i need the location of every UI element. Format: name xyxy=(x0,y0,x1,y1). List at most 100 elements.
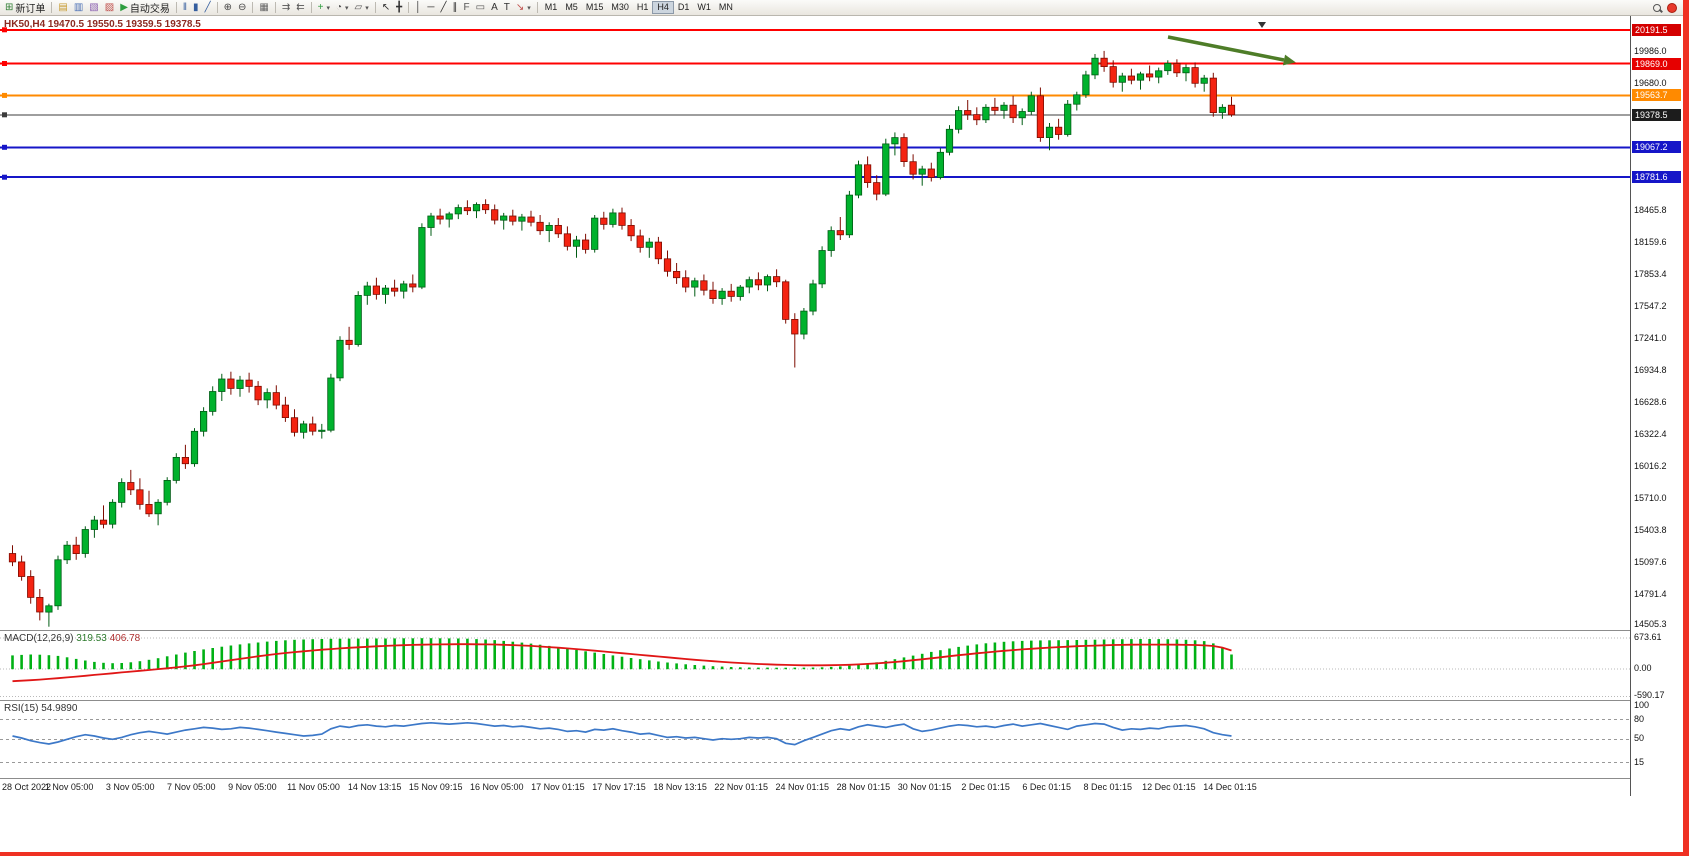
search-icon[interactable] xyxy=(1653,3,1661,12)
trendline-button[interactable]: ╱ xyxy=(440,1,447,13)
bottom-margin xyxy=(0,796,1689,852)
time-axis-label: 28 Nov 01:15 xyxy=(836,782,891,792)
price-axis-label: 15097.6 xyxy=(1634,557,1667,568)
price-axis-label: 19986.0 xyxy=(1634,46,1667,57)
periods-button[interactable]: ◔ ▾ xyxy=(335,1,349,13)
macd-panel[interactable]: MACD(12,26,9) 319.53 406.78 xyxy=(0,630,1630,700)
rsi-axis-label: 100 xyxy=(1634,700,1650,711)
macd-axis-label: 0.00 xyxy=(1634,663,1652,674)
toolbar-separator xyxy=(536,2,538,13)
time-axis-label: 2 Dec 01:15 xyxy=(961,782,1010,792)
toolbar-separator xyxy=(51,2,53,13)
time-axis-label: 14 Dec 01:15 xyxy=(1203,782,1257,792)
time-axis-label: 1 Nov 05:00 xyxy=(44,782,94,792)
time-axis-label: 14 Nov 13:15 xyxy=(347,782,402,792)
fibonacci-button[interactable]: F xyxy=(463,1,470,13)
time-axis-label: 17 Nov 01:15 xyxy=(531,782,585,792)
shapes-button[interactable]: ▭ xyxy=(475,1,486,13)
price-axis-label: 17853.4 xyxy=(1634,269,1667,280)
price-axis[interactable]: 20191.5 19986.0 19869.0 19680.0 19563.7 19378… xyxy=(1630,16,1683,796)
crosshair-button[interactable]: ╋ xyxy=(396,1,403,13)
toolbar-separator xyxy=(274,2,276,13)
price-line-badge: 19067.2 xyxy=(1632,141,1681,154)
time-axis-label: 6 Dec 01:15 xyxy=(1022,782,1071,792)
chart-shift-button[interactable]: ⇇ xyxy=(296,1,305,13)
time-axis-label: 8 Dec 01:15 xyxy=(1083,782,1133,792)
price-line-badge: 20191.5 xyxy=(1632,23,1681,36)
price-line-badge: 19869.0 xyxy=(1632,57,1681,70)
macd-name: MACD(12,26,9) xyxy=(4,633,74,644)
toolbar-separator xyxy=(374,2,376,13)
price-axis-label: 16016.2 xyxy=(1634,461,1667,472)
price-axis-label: 17241.0 xyxy=(1634,333,1667,344)
charts-column: HK50,H4 19470.5 19550.5 19359.5 19378.5 … xyxy=(0,16,1630,796)
time-axis-label: 7 Nov 05:00 xyxy=(167,782,216,792)
chart-ohlc-title: HK50,H4 19470.5 19550.5 19359.5 19378.5 xyxy=(4,19,201,30)
channel-button[interactable]: ∥ xyxy=(452,1,458,13)
rsi-chart[interactable] xyxy=(0,701,1630,779)
cursor-button[interactable]: ↖ xyxy=(381,1,391,13)
toolbar-separator xyxy=(175,2,177,13)
time-axis-label: 30 Nov 01:15 xyxy=(897,782,952,792)
timeframe-mn-button[interactable]: MN xyxy=(718,2,733,12)
timeframe-d1-button[interactable]: D1 xyxy=(677,2,690,12)
time-axis-label: 12 Dec 01:15 xyxy=(1142,782,1196,792)
vertical-line-button[interactable]: │ xyxy=(415,1,422,13)
new-order-button[interactable]: ⊞ 新订单 xyxy=(5,1,46,15)
time-axis-label: 3 Nov 05:00 xyxy=(105,782,155,792)
zoom-in-button[interactable]: ⊕ xyxy=(223,1,232,13)
navigator-button[interactable]: ▧ xyxy=(89,1,99,13)
price-axis-label: 15710.0 xyxy=(1634,493,1667,504)
rsi-axis-label: 50 xyxy=(1634,733,1645,744)
macd-chart[interactable] xyxy=(0,631,1630,701)
chart-workspace: HK50,H4 19470.5 19550.5 19359.5 19378.5 … xyxy=(0,16,1689,796)
timeframe-m15-button[interactable]: M15 xyxy=(585,2,604,12)
price-axis-label: 16628.6 xyxy=(1634,397,1667,408)
auto-trading-button[interactable]: ▶ 自动交易 xyxy=(120,1,170,15)
rsi-axis-label: 80 xyxy=(1634,713,1645,724)
data-window-button[interactable]: ▥ xyxy=(73,1,84,13)
macd-label: MACD(12,26,9) 319.53 406.78 xyxy=(4,633,140,644)
price-axis-label: 15403.8 xyxy=(1634,525,1667,536)
time-axis-label: 28 Oct 2022 xyxy=(2,782,52,792)
timeframe-m1-button[interactable]: M1 xyxy=(544,2,558,12)
time-axis-label: 18 Nov 13:15 xyxy=(653,782,707,792)
price-axis-label: 17547.2 xyxy=(1634,301,1667,312)
time-axis-label: 9 Nov 05:00 xyxy=(228,782,277,792)
horizontal-line-button[interactable]: ─ xyxy=(427,1,435,13)
arrows-button[interactable]: ↘ ▾ xyxy=(515,1,531,13)
timeframe-w1-button[interactable]: W1 xyxy=(697,2,711,12)
timeframe-h1-button[interactable]: H1 xyxy=(636,2,649,12)
toolbar: ⊞ 新订单 ▤ ▥ ▧ ▨ ▶ 自动交易 ‖ ▮ ╱ ⊕ ⊖ ▦ ⇉ ⇇ + ▾ ◔ ▾ ▱ ▾ ↖ ╋ │ ─ ╱ ∥ F ▭ A T ↘ ▾ M… xyxy=(0,0,1689,16)
price-axis-label: 18465.8 xyxy=(1634,205,1667,216)
timeframe-m30-button[interactable]: M30 xyxy=(611,2,629,12)
market-watch-button[interactable]: ▤ xyxy=(58,1,68,13)
price-line-badge: 18781.6 xyxy=(1632,171,1681,184)
rsi-name: RSI(15) xyxy=(4,703,39,714)
toolbar-separator xyxy=(310,2,312,13)
candlestick-chart[interactable] xyxy=(0,16,1630,630)
line-chart-button[interactable]: ╱ xyxy=(204,1,211,13)
tile-windows-button[interactable]: ▦ xyxy=(259,1,269,13)
rsi-value: 54.9890 xyxy=(41,703,78,714)
toolbar-separator xyxy=(216,2,218,13)
zoom-out-button[interactable]: ⊖ xyxy=(237,1,247,13)
timeframe-m5-button[interactable]: M5 xyxy=(565,2,578,12)
text-button[interactable]: A xyxy=(491,1,498,13)
templates-button[interactable]: ▱ ▾ xyxy=(354,1,369,13)
timeframe-h4-button[interactable]: H4 xyxy=(652,1,674,14)
auto-scroll-button[interactable]: ⇉ xyxy=(281,1,291,13)
indicators-button[interactable]: + ▾ xyxy=(317,1,330,13)
time-axis[interactable]: 28 Oct 2022 1 Nov 05:00 3 Nov 05:00 7 Nov 0… xyxy=(0,778,1630,796)
price-chart[interactable]: HK50,H4 19470.5 19550.5 19359.5 19378.5 xyxy=(0,16,1630,630)
time-axis-label: 15 Nov 09:15 xyxy=(408,782,463,792)
candlestick-chart-button[interactable]: ▮ xyxy=(193,1,199,13)
time-axis-label: 11 Nov 05:00 xyxy=(287,782,340,792)
macd-axis-label: -590.17 xyxy=(1634,690,1665,701)
notification-badge[interactable] xyxy=(1667,2,1677,13)
terminal-button[interactable]: ▨ xyxy=(104,1,115,13)
text-label-button[interactable]: T xyxy=(503,1,510,13)
time-axis-label: 24 Nov 01:15 xyxy=(775,782,830,792)
rsi-panel[interactable]: RSI(15) 54.9890 xyxy=(0,700,1630,778)
bar-chart-button[interactable]: ‖ xyxy=(182,1,188,13)
